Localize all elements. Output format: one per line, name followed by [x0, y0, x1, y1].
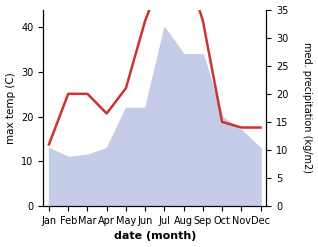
X-axis label: date (month): date (month) [114, 231, 196, 242]
Y-axis label: med. precipitation (kg/m2): med. precipitation (kg/m2) [302, 42, 313, 173]
Y-axis label: max temp (C): max temp (C) [5, 72, 16, 144]
